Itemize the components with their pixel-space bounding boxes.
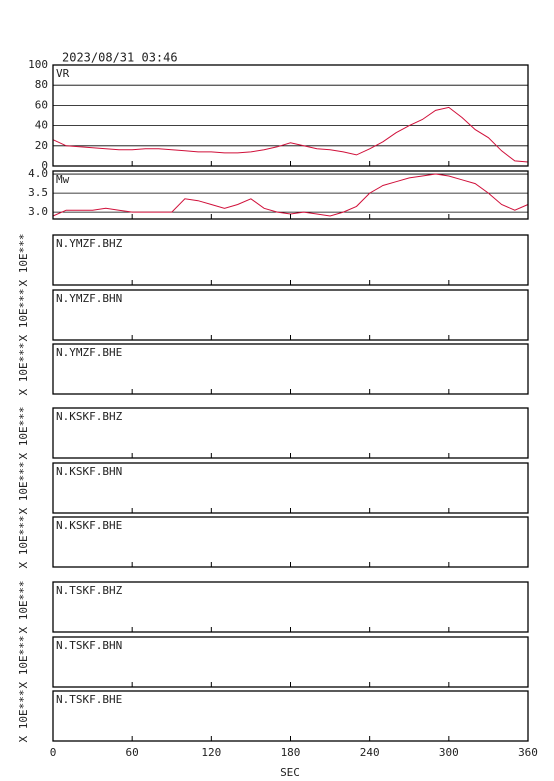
- chart-title: 2023/08/31 03:46: [62, 51, 178, 65]
- panel-frame: [52, 343, 529, 395]
- x-tick-label: 0: [50, 746, 57, 759]
- panel-label: N.YMZF.BHZ: [56, 237, 123, 250]
- y-tick-label: 3.5: [28, 186, 48, 199]
- y-tick-label: 0: [41, 159, 48, 172]
- panel-label: N.KSKF.BHE: [56, 519, 122, 532]
- y-tick-label: 3.0: [28, 205, 48, 218]
- panel-label: N.TSKF.BHN: [56, 639, 122, 652]
- x-tick-label: 120: [201, 746, 221, 759]
- y-tick-label: 80: [35, 78, 48, 91]
- panel-frame: [52, 64, 529, 167]
- data-line: [52, 173, 529, 217]
- panel-frame: [52, 462, 529, 514]
- y-tick-label: 20: [35, 139, 48, 152]
- panel-frame: [52, 690, 529, 742]
- y-tick-label: 100: [28, 58, 48, 71]
- y-axis-label: X 10E***: [17, 690, 30, 743]
- panel-label: Mw: [56, 173, 70, 186]
- y-axis-label: X 10E***: [17, 289, 30, 342]
- y-axis-label: X 10E***: [17, 407, 30, 460]
- panel-frame: [52, 407, 529, 459]
- panel-frame: [52, 581, 529, 633]
- x-tick-label: 60: [126, 746, 139, 759]
- y-tick-label: 4.0: [28, 167, 48, 180]
- y-axis-label: X 10E***: [17, 234, 30, 287]
- data-line: [52, 106, 529, 163]
- x-tick-label: 300: [439, 746, 459, 759]
- panel-frame: [52, 516, 529, 568]
- y-axis-label: X 10E***: [17, 462, 30, 515]
- x-tick-label: 360: [518, 746, 538, 759]
- panel-label: N.KSKF.BHZ: [56, 410, 123, 423]
- panel-frame: [52, 636, 529, 688]
- y-axis-label: X 10E***: [17, 636, 30, 689]
- panel-label: VR: [56, 67, 70, 80]
- panel-label: N.TSKF.BHE: [56, 693, 122, 706]
- y-axis-label: X 10E***: [17, 516, 30, 569]
- panel-label: N.TSKF.BHZ: [56, 584, 123, 597]
- y-tick-label: 60: [35, 98, 48, 111]
- panel-label: N.KSKF.BHN: [56, 465, 122, 478]
- y-tick-label: 40: [35, 119, 48, 132]
- x-axis-label: SEC: [280, 766, 300, 779]
- y-axis-label: X 10E***: [17, 343, 30, 396]
- panel-label: N.YMZF.BHE: [56, 346, 122, 359]
- x-tick-label: 240: [360, 746, 380, 759]
- panel-label: N.YMZF.BHN: [56, 292, 122, 305]
- y-axis-label: X 10E***: [17, 581, 30, 634]
- panel-frame: [52, 234, 529, 286]
- x-tick-label: 180: [281, 746, 301, 759]
- panel-frame: [52, 170, 529, 220]
- panel-frame: [52, 289, 529, 341]
